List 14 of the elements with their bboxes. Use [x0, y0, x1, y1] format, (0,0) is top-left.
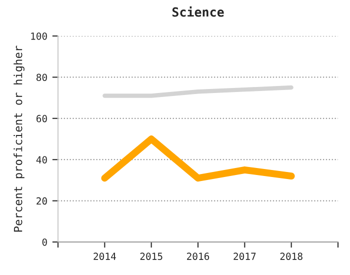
y-tick-label: 100	[31, 32, 47, 40]
y-tick-label: 20	[36, 197, 47, 205]
line-series	[102, 85, 294, 98]
y-tick-label: 40	[36, 156, 47, 164]
x-tick-label: 2017	[234, 252, 256, 260]
x-tick-label: 2016	[187, 252, 210, 260]
chart-title: Science	[172, 6, 224, 17]
x-tick-label: 2015	[140, 252, 162, 260]
x-tick-label: 2014	[94, 252, 116, 260]
y-tick-label: 80	[36, 74, 47, 82]
x-tick-label: 2018	[280, 252, 302, 260]
y-tick-label: 0	[42, 238, 47, 246]
y-tick-label: 60	[36, 114, 47, 122]
y-axis-title: Percent proficient or higher	[14, 46, 24, 232]
